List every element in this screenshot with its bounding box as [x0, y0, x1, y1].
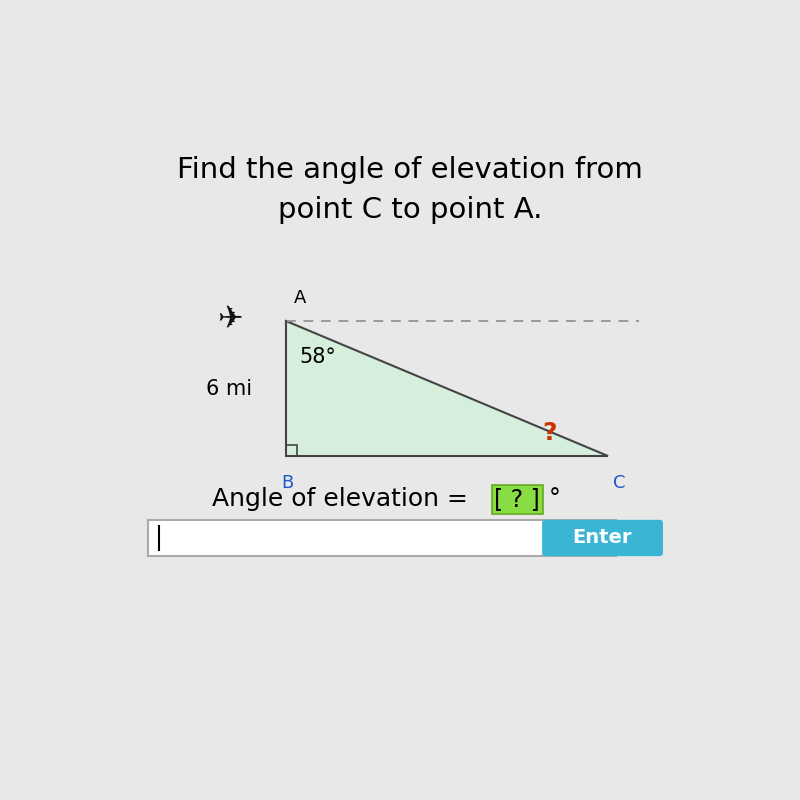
FancyBboxPatch shape	[148, 520, 616, 556]
Text: Enter: Enter	[573, 529, 632, 547]
Text: [ ? ]: [ ? ]	[494, 487, 540, 511]
Text: 58°: 58°	[300, 346, 337, 366]
FancyBboxPatch shape	[542, 520, 663, 556]
Text: °: °	[549, 487, 561, 511]
Polygon shape	[286, 321, 608, 456]
Text: Find the angle of elevation from: Find the angle of elevation from	[177, 156, 643, 184]
Text: 6 mi: 6 mi	[206, 378, 252, 398]
Text: ?: ?	[542, 421, 557, 445]
Text: ✈: ✈	[218, 305, 243, 334]
Text: A: A	[294, 290, 306, 307]
Text: B: B	[281, 474, 294, 492]
Text: Angle of elevation =: Angle of elevation =	[211, 487, 475, 511]
Text: point C to point A.: point C to point A.	[278, 196, 542, 224]
Text: C: C	[614, 474, 626, 492]
FancyBboxPatch shape	[492, 485, 542, 514]
